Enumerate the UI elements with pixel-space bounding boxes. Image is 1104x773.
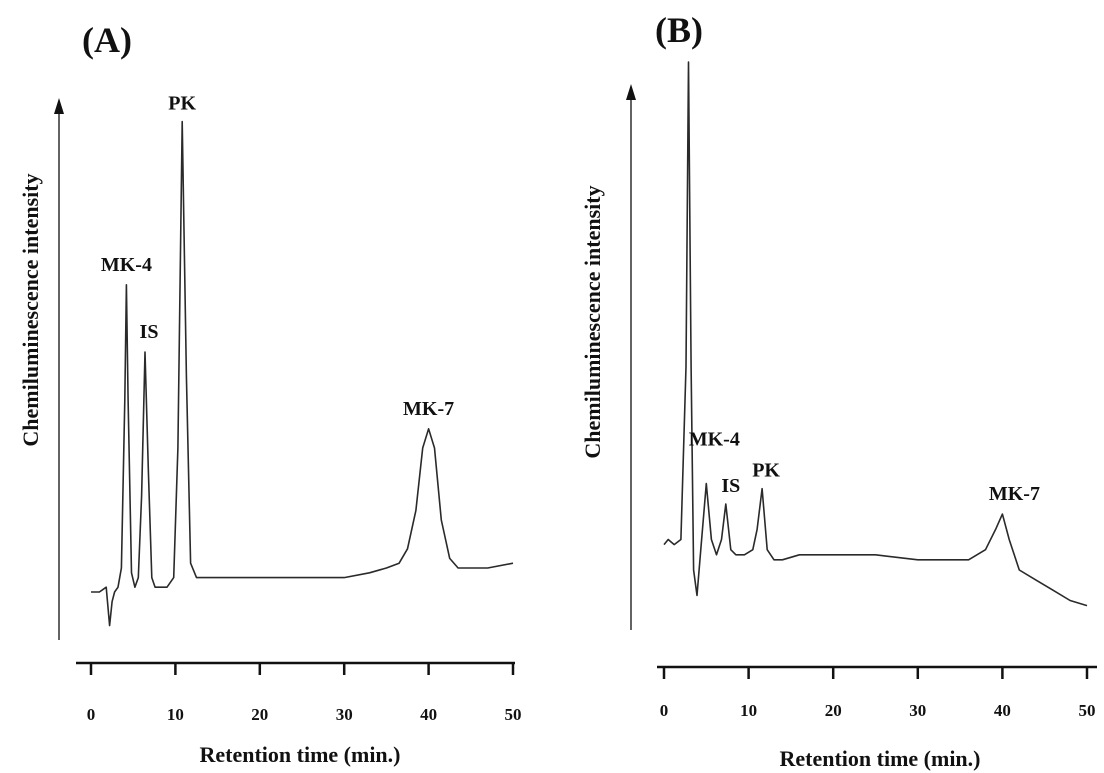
panel-a-peak-label-pk: PK bbox=[168, 93, 196, 115]
panel-b-peak-label-mk-7: MK-7 bbox=[989, 483, 1040, 505]
panel-a-y-axis-arrowhead bbox=[54, 98, 64, 114]
panel-b-x-ticks: 0 10 20 30 40 50 bbox=[660, 667, 1096, 720]
panel-b-x-axis-title: Retention time (min.) bbox=[779, 746, 980, 771]
panel-a-peak-label-is: IS bbox=[140, 321, 159, 343]
panel-b-peak-label-mk-4: MK-4 bbox=[689, 429, 740, 451]
panel-b-letter: (B) bbox=[655, 10, 703, 50]
panel-a-peak-label-mk-4: MK-4 bbox=[101, 254, 152, 276]
panel-b-x-tick-label-10: 10 bbox=[740, 701, 757, 720]
panel-b-x-tick-label-20: 20 bbox=[825, 701, 842, 720]
panel-a-y-axis-title: Chemiluminescence intensity bbox=[18, 173, 43, 446]
panel-a-x-axis-title: Retention time (min.) bbox=[199, 742, 400, 767]
panel-b-y-axis-title: Chemiluminescence intensity bbox=[580, 185, 605, 458]
panel-a-x-tick-label-10: 10 bbox=[167, 705, 184, 724]
panel-a-x-tick-label-20: 20 bbox=[251, 705, 268, 724]
panel-a-trace bbox=[91, 120, 514, 627]
panel-b-y-axis-arrowhead bbox=[626, 84, 636, 100]
panel-b-x-tick-label-0: 0 bbox=[660, 701, 669, 720]
panel-b-peak-label-pk: PK bbox=[752, 460, 780, 482]
panel-b-x-tick-label-40: 40 bbox=[994, 701, 1011, 720]
panel-a-peak-label-mk-7: MK-7 bbox=[403, 398, 454, 420]
panel-b-x-tick-label-30: 30 bbox=[909, 701, 926, 720]
panel-a: (A) Chemiluminescence intensity 0 10 20 30 4… bbox=[18, 20, 522, 767]
panel-a-x-ticks: 0 10 20 30 40 50 bbox=[87, 663, 522, 724]
panel-a-x-tick-label-0: 0 bbox=[87, 705, 96, 724]
panel-a-x-tick-label-30: 30 bbox=[336, 705, 353, 724]
panel-a-x-tick-label-40: 40 bbox=[420, 705, 437, 724]
panel-a-x-tick-label-50: 50 bbox=[505, 705, 522, 724]
panel-a-letter: (A) bbox=[82, 20, 132, 60]
panel-b-peak-label-is: IS bbox=[721, 475, 740, 497]
panel-b: (B) Chemiluminescence intensity 0 10 20 30 4… bbox=[580, 10, 1097, 771]
panel-b-peak-labels: MK-4 IS PK MK-7 bbox=[689, 429, 1040, 506]
panel-a-peak-labels: MK-4 IS PK MK-7 bbox=[101, 93, 454, 420]
panel-b-trace bbox=[663, 61, 1088, 607]
panel-b-x-tick-label-50: 50 bbox=[1079, 701, 1096, 720]
